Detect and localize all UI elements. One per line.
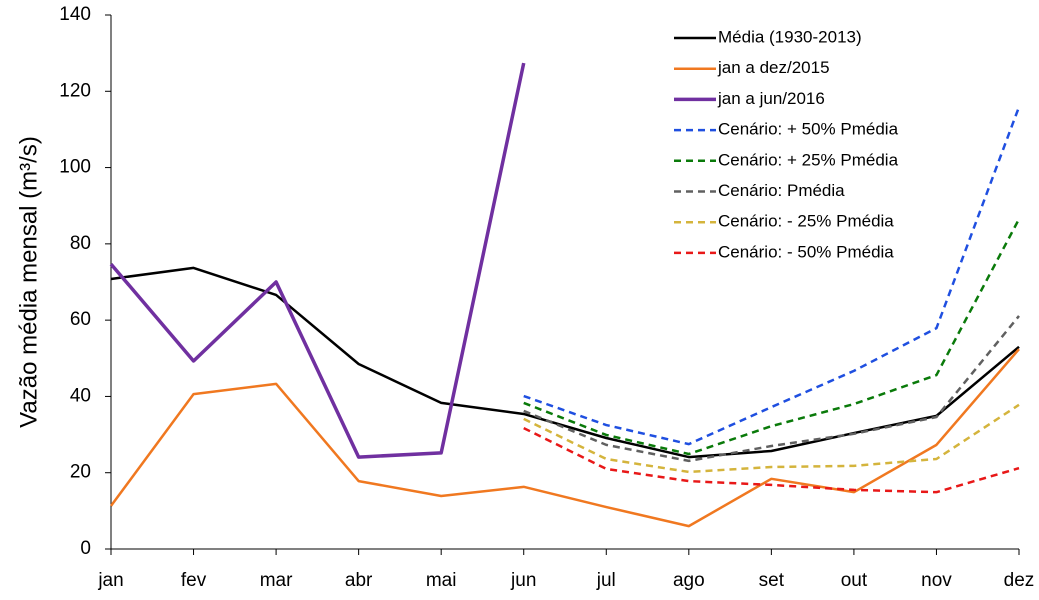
series-line [523,403,1020,474]
x-tick-label: mar [260,570,293,591]
y-tick-label: 140 [59,4,91,25]
y-axis-label: Vazão média mensal (m³/s) [15,136,42,428]
y-tick-label: 20 [70,462,91,483]
legend-label: Cenário: + 25% Pmédia [718,150,899,169]
x-tick-label: set [759,570,785,591]
series-line [110,266,1020,459]
series-line [109,348,1020,528]
x-tick-label: dez [1004,570,1035,591]
legend-label: Cenário: - 25% Pmédia [718,212,894,231]
series-line [109,62,526,459]
x-tick-label: abr [345,570,373,591]
legend-label: Cenário: - 50% Pmédia [718,242,894,261]
x-tick-label: jan [97,570,123,591]
series-line [523,426,1020,494]
y-tick-label: 100 [59,157,91,178]
series-line [523,106,1021,446]
legend-label: Cenário: Pmédia [718,181,845,200]
x-tick-label: nov [921,570,952,591]
legend-label: jan a dez/2015 [717,58,830,77]
y-tick-label: 40 [70,385,91,406]
y-tick-label: 80 [70,233,91,254]
x-tick-label: out [841,570,868,591]
x-tick-label: mai [426,570,457,591]
legend-label: Média (1930-2013) [718,27,862,46]
legend-label: Cenário: + 50% Pmédia [718,120,899,139]
y-tick-label: 60 [70,309,91,330]
x-tick-label: fev [181,570,207,591]
y-tick-label: 0 [80,538,91,559]
y-tick-label: 120 [59,80,91,101]
x-tick-label: jun [510,570,536,591]
series-line [523,218,1021,456]
x-tick-label: jul [596,570,616,591]
series-line [523,315,1020,463]
legend-label: jan a jun/2016 [717,89,825,108]
x-tick-label: ago [673,570,705,591]
